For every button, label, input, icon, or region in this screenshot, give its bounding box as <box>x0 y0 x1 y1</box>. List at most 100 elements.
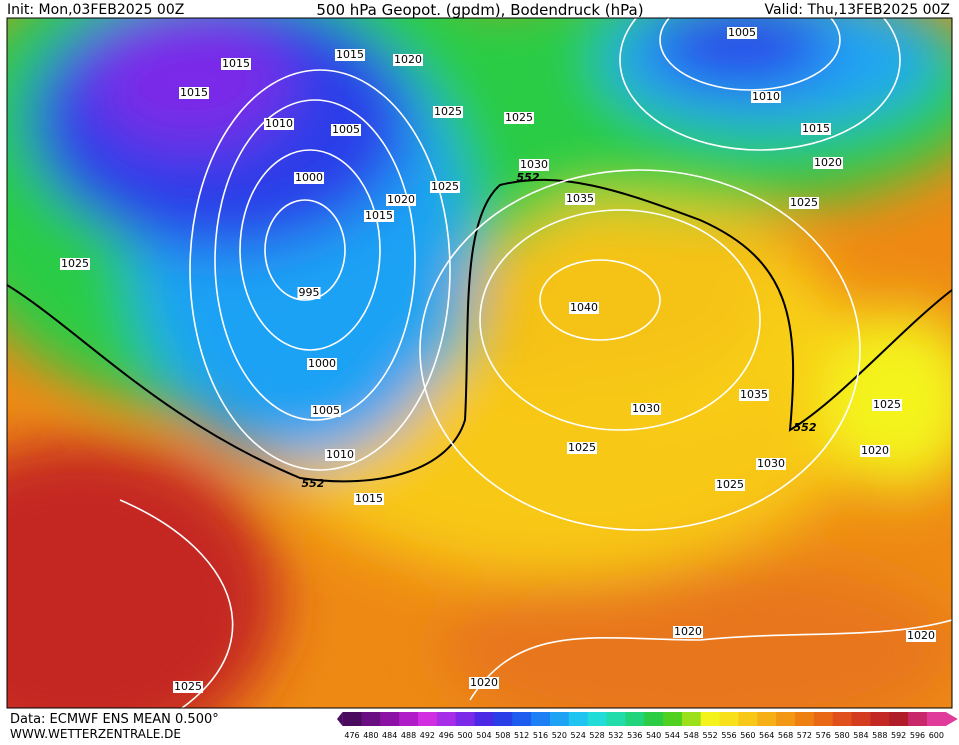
geopotential-label: 552 <box>517 171 540 184</box>
colorbar-swatch <box>681 712 702 726</box>
colorbar-tick-label: 596 <box>910 731 925 740</box>
colorbar-tick-label: 576 <box>816 731 831 740</box>
isobar-label-bg <box>221 58 251 70</box>
isobar-label: 1015 <box>365 209 393 222</box>
isobar-label-bg <box>504 112 534 124</box>
isobar-label-bg <box>673 626 703 638</box>
colorbar-swatch <box>455 712 476 726</box>
colorbar-swatch <box>549 712 570 726</box>
colorbar-swatch <box>512 712 532 726</box>
colorbar-tick-label: 496 <box>439 731 454 740</box>
colorbar-tick-label: 540 <box>646 731 661 740</box>
isobar-label-bg <box>60 258 90 270</box>
colorbar-swatch <box>436 712 457 726</box>
geopotential-label: 552 <box>794 421 817 434</box>
map-frame <box>6 17 953 709</box>
map-title: 500 hPa Geopot. (gpdm), Bodendruck (hPa) <box>316 1 643 19</box>
colorbar-tick-label: 556 <box>721 731 736 740</box>
colorbar-swatch <box>870 712 890 726</box>
isobar-label: 1030 <box>757 457 785 470</box>
colorbar-swatch <box>361 712 381 726</box>
colorbar-tick-label: 572 <box>797 731 812 740</box>
colorbar-swatch <box>493 712 513 726</box>
isobar-label: 1035 <box>566 192 594 205</box>
isobar-label: 995 <box>299 286 320 299</box>
colorbar-tick-label: 552 <box>703 731 718 740</box>
isobar-label: 1030 <box>520 158 548 171</box>
colorbar-tick-label: 476 <box>344 731 359 740</box>
isobar-label: 1010 <box>752 90 780 103</box>
colorbar-tick-label: 560 <box>740 731 755 740</box>
isobar-label: 1030 <box>632 402 660 415</box>
isobar-label-bg <box>325 449 355 461</box>
isobar-label-bg <box>906 630 936 642</box>
colorbar-tick-label: 580 <box>834 731 849 740</box>
isobar-label-bg <box>430 181 460 193</box>
isobar-label-bg <box>756 458 786 470</box>
isobar-label: 1015 <box>180 86 208 99</box>
isobar-label-bg <box>469 677 499 689</box>
colorbar-swatch <box>700 712 721 726</box>
colorbar-swatch <box>889 712 909 726</box>
colorbar-tick-label: 516 <box>533 731 548 740</box>
colorbar-tick-label: 564 <box>759 731 774 740</box>
data-source: Data: ECMWF ENS MEAN 0.500° <box>10 712 219 727</box>
isobar-label: 1025 <box>505 111 533 124</box>
colorbar-swatch <box>606 712 626 726</box>
isobar-label-bg <box>519 159 549 171</box>
colorbar-tick-label: 520 <box>552 731 567 740</box>
isobar-label: 1025 <box>434 105 462 118</box>
colorbar-tick-label: 484 <box>382 731 397 740</box>
geopotential-label: 552 <box>302 477 325 490</box>
isobar-label: 1020 <box>387 193 415 206</box>
colorbar-swatch <box>813 712 834 726</box>
isobar-label: 1020 <box>861 444 889 457</box>
isobar-label-bg <box>294 172 324 184</box>
colorbar-tick-label: 524 <box>571 731 586 740</box>
isobar-label-bg <box>311 405 341 417</box>
isobar-label-bg <box>727 27 757 39</box>
colorbar-swatch <box>587 712 607 726</box>
isobar-label: 1020 <box>674 625 702 638</box>
isobar-label-bg <box>569 302 599 314</box>
isobar-label: 1020 <box>470 676 498 689</box>
isobar-label: 1000 <box>295 171 323 184</box>
isobar-label-bg <box>331 124 361 136</box>
colorbar-tick-label: 532 <box>608 731 623 740</box>
colorbar-swatch <box>474 712 494 726</box>
colorbar-swatch <box>399 712 419 726</box>
colorbar-swatch <box>342 712 362 726</box>
isobar-label: 1025 <box>61 257 89 270</box>
isobar-label: 1015 <box>355 492 383 505</box>
colorbar-swatch <box>794 712 815 726</box>
colorbar-tick-label: 504 <box>476 731 491 740</box>
colorbar-tick-label: 492 <box>420 731 435 740</box>
colorbar-tick-label: 592 <box>891 731 906 740</box>
colorbar-swatch <box>568 712 589 726</box>
isobar-label-bg <box>567 442 597 454</box>
colorbar-swatch <box>663 712 683 726</box>
colorbar-swatch <box>926 712 947 726</box>
isobar-label-bg <box>751 91 781 103</box>
isobar-label-bg <box>335 49 365 61</box>
isobar-label-bg <box>631 403 661 415</box>
isobar-label-bg <box>364 210 394 222</box>
isobar-label: 1010 <box>326 448 354 461</box>
colorbar-swatch <box>531 712 551 726</box>
isobar-label: 1005 <box>728 26 756 39</box>
colorbar-tick-label: 536 <box>627 731 642 740</box>
isobar-label: 1025 <box>716 478 744 491</box>
colorbar-arrow-right <box>945 712 958 726</box>
colorbar-tick-label: 584 <box>853 731 868 740</box>
isobar-label: 1020 <box>814 156 842 169</box>
isobar-label-bg <box>565 193 595 205</box>
isobar-label-bg <box>433 106 463 118</box>
isobar-label-bg <box>872 399 902 411</box>
colorbar-swatch <box>738 712 758 726</box>
colorbar-tick-label: 480 <box>363 731 378 740</box>
colorbar-tick-label: 500 <box>457 731 472 740</box>
isobar-label-bg <box>354 493 384 505</box>
isobar-label: 1015 <box>222 57 250 70</box>
colorbar-tick-label: 512 <box>514 731 529 740</box>
